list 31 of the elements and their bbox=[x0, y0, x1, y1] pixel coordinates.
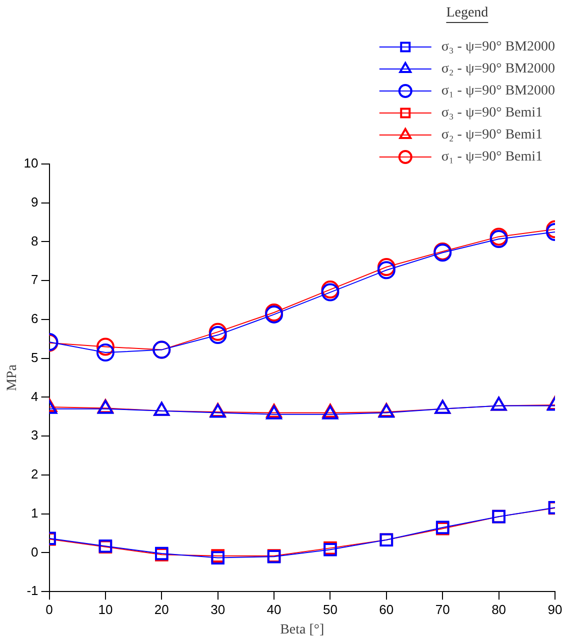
y-tick-label: 1 bbox=[31, 505, 38, 520]
legend-label: σ₃ - ψ=90° Bemi1 bbox=[441, 106, 543, 121]
y-tick-label: 7 bbox=[31, 272, 38, 288]
y-tick-label: 9 bbox=[31, 194, 38, 210]
y-tick-label: 6 bbox=[31, 311, 38, 326]
y-axis-title: MPa bbox=[5, 364, 20, 392]
y-tick-label: 8 bbox=[31, 233, 38, 248]
legend-label: σ₂ - ψ=90° Bemi1 bbox=[441, 128, 543, 143]
legend-label: σ₁ - ψ=90° Bemi1 bbox=[441, 150, 543, 165]
y-tick-label: 5 bbox=[31, 350, 38, 365]
x-tick-label: 20 bbox=[154, 602, 169, 617]
legend-label: σ₂ - ψ=90° BM2000 bbox=[441, 62, 556, 77]
x-tick-label: 40 bbox=[266, 602, 282, 617]
y-tick-label: 2 bbox=[31, 466, 38, 482]
x-axis-title: Beta [°] bbox=[280, 622, 324, 638]
legend-label: σ₃ - ψ=90° BM2000 bbox=[441, 40, 556, 55]
x-tick-label: 60 bbox=[379, 602, 394, 617]
y-tick-label: 3 bbox=[31, 428, 38, 443]
x-tick-label: 80 bbox=[492, 602, 506, 617]
x-tick-label: 90 bbox=[548, 602, 562, 617]
y-tick-label: -1 bbox=[26, 583, 38, 598]
x-tick-label: 70 bbox=[435, 602, 450, 617]
y-tick-label: 10 bbox=[24, 156, 38, 171]
legend-label: σ₁ - ψ=90° BM2000 bbox=[441, 84, 556, 99]
x-tick-label: 30 bbox=[210, 602, 226, 617]
x-tick-label: 50 bbox=[322, 602, 338, 617]
x-tick-label: 0 bbox=[46, 602, 53, 617]
x-tick-label: 10 bbox=[98, 602, 113, 617]
legend-title: Legend bbox=[446, 6, 488, 21]
y-tick-label: 0 bbox=[31, 544, 38, 560]
y-tick-label: 4 bbox=[31, 388, 38, 404]
